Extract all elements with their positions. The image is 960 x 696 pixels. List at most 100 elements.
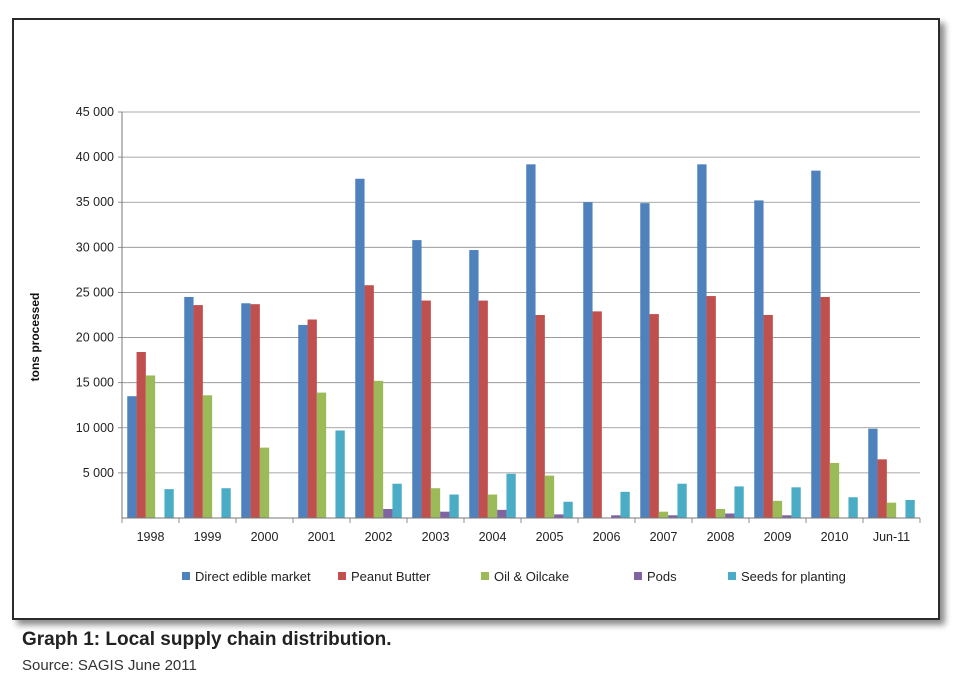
bar-peanut-butter-2001 [307, 319, 317, 518]
bar-pods-2009 [782, 515, 792, 518]
bar-peanut-butter-2000 [250, 304, 260, 518]
x-tick-label: Jun-11 [873, 530, 910, 544]
bar-pods-2004 [497, 509, 507, 518]
bar-oil-oilcake-2000 [259, 447, 270, 518]
legend-swatch [338, 572, 346, 580]
bar-peanut-butter-2006 [592, 311, 602, 518]
legend-swatch [634, 572, 642, 580]
bar-oil-oilcake-2001 [316, 392, 327, 518]
x-tick-label: 2001 [308, 530, 336, 544]
bar-pods-2006 [611, 515, 621, 518]
bar-seeds-for-planting-jun-11 [905, 499, 915, 518]
bar-seeds-for-planting-2001 [335, 430, 345, 518]
bar-peanut-butter-jun-11 [877, 459, 887, 518]
bar-oil-oilcake-2004 [487, 494, 498, 518]
bar-oil-oilcake-2005 [544, 475, 555, 518]
bar-seeds-for-planting-2005 [563, 501, 573, 518]
y-axis-label: tons processed [28, 293, 42, 382]
legend-label: Direct edible market [195, 569, 311, 584]
x-tick-label: 1999 [194, 530, 222, 544]
bar-peanut-butter-1998 [136, 351, 146, 518]
bar-direct-edible-market-2010 [811, 170, 821, 518]
bar-direct-edible-market-2000 [241, 303, 251, 518]
legend: Direct edible market Peanut Butter Oil & O… [182, 569, 846, 584]
bar-direct-edible-market-2006 [583, 202, 593, 518]
legend-label: Seeds for planting [741, 569, 846, 584]
legend-label: Peanut Butter [351, 569, 431, 584]
bar-peanut-butter-2007 [649, 314, 659, 518]
bar-seeds-for-planting-2006 [620, 491, 630, 518]
bar-peanut-butter-2008 [706, 296, 716, 518]
x-tick-labels: 1998 1999 2000 2001 2002 2003 2004 2005 2006 2007… [137, 530, 911, 544]
bar-peanut-butter-2010 [820, 296, 830, 518]
bar-oil-oilcake-2010 [829, 462, 840, 518]
bar-direct-edible-market-1999 [184, 296, 194, 518]
bar-direct-edible-market-2005 [526, 164, 536, 518]
bar-seeds-for-planting-2004 [506, 473, 516, 518]
x-tick-label: 1998 [137, 530, 165, 544]
bar-pods-2002 [383, 508, 393, 518]
x-tick-label: 2010 [821, 530, 849, 544]
bar-chart: 5 000 10 000 15 000 20 000 25 000 30 000 35 00… [28, 105, 921, 584]
legend-label: Pods [647, 569, 677, 584]
bar-direct-edible-market-2002 [355, 178, 365, 518]
x-tick-label: 2003 [422, 530, 450, 544]
legend-swatch [728, 572, 736, 580]
bar-oil-oilcake-1998 [145, 375, 156, 518]
y-tick-label: 15 000 [76, 376, 114, 390]
legend-swatch [182, 572, 190, 580]
bar-oil-oilcake-jun-11 [886, 502, 897, 518]
y-tick-label: 10 000 [76, 421, 114, 435]
bar-direct-edible-market-jun-11 [868, 428, 878, 518]
bar-oil-oilcake-2003 [430, 488, 441, 518]
chart-frame: 5 000 10 000 15 000 20 000 25 000 30 000 35 00… [12, 18, 940, 620]
bars [127, 164, 915, 519]
figure-source: Source: SAGIS June 2011 [22, 657, 197, 674]
bar-peanut-butter-2002 [364, 285, 374, 518]
axes [121, 112, 921, 523]
y-tick-label: 25 000 [76, 285, 114, 299]
y-tick-label: 45 000 [76, 105, 114, 119]
bar-direct-edible-market-2004 [469, 250, 479, 519]
bar-oil-oilcake-2009 [772, 500, 783, 518]
bar-peanut-butter-1999 [193, 305, 203, 518]
bar-direct-edible-market-2003 [412, 240, 422, 519]
x-tick-label: 2000 [251, 530, 279, 544]
x-tick-label: 2005 [536, 530, 564, 544]
y-tick-label: 35 000 [76, 195, 114, 209]
y-tick-label: 30 000 [76, 240, 114, 254]
legend-label: Oil & Oilcake [494, 569, 569, 584]
bar-direct-edible-market-1998 [127, 396, 137, 518]
bar-direct-edible-market-2009 [754, 200, 764, 518]
bar-seeds-for-planting-2009 [791, 487, 801, 518]
bar-direct-edible-market-2001 [298, 324, 308, 518]
bar-pods-2003 [440, 511, 450, 518]
bar-seeds-for-planting-1999 [221, 488, 231, 518]
bar-pods-2008 [725, 513, 735, 518]
bar-peanut-butter-2004 [478, 300, 488, 518]
bar-seeds-for-planting-2010 [848, 497, 858, 518]
y-tick-label: 40 000 [76, 150, 114, 164]
legend-swatch [481, 572, 489, 580]
bar-oil-oilcake-2007 [658, 511, 669, 518]
x-tick-label: 2004 [479, 530, 507, 544]
bar-oil-oilcake-2008 [715, 508, 726, 518]
bar-peanut-butter-2009 [763, 315, 773, 518]
bar-seeds-for-planting-2007 [677, 483, 687, 518]
x-tick-label: 2008 [707, 530, 735, 544]
x-tick-label: 2009 [764, 530, 792, 544]
y-tick-label: 20 000 [76, 331, 114, 345]
bar-pods-2005 [554, 514, 564, 518]
bar-direct-edible-market-2008 [697, 164, 707, 518]
bar-seeds-for-planting-2002 [392, 483, 402, 518]
bar-seeds-for-planting-2003 [449, 494, 459, 518]
bar-oil-oilcake-2002 [373, 380, 384, 518]
bar-seeds-for-planting-2008 [734, 486, 744, 518]
bar-pods-2007 [668, 515, 678, 518]
x-tick-label: 2002 [365, 530, 393, 544]
bar-peanut-butter-2003 [421, 300, 431, 518]
bar-peanut-butter-2005 [535, 315, 545, 518]
bar-seeds-for-planting-1998 [164, 489, 174, 518]
y-tick-labels: 5 000 10 000 15 000 20 000 25 000 30 000 35 00… [76, 105, 122, 480]
figure-caption: Graph 1: Local supply chain distribution… [22, 629, 392, 650]
